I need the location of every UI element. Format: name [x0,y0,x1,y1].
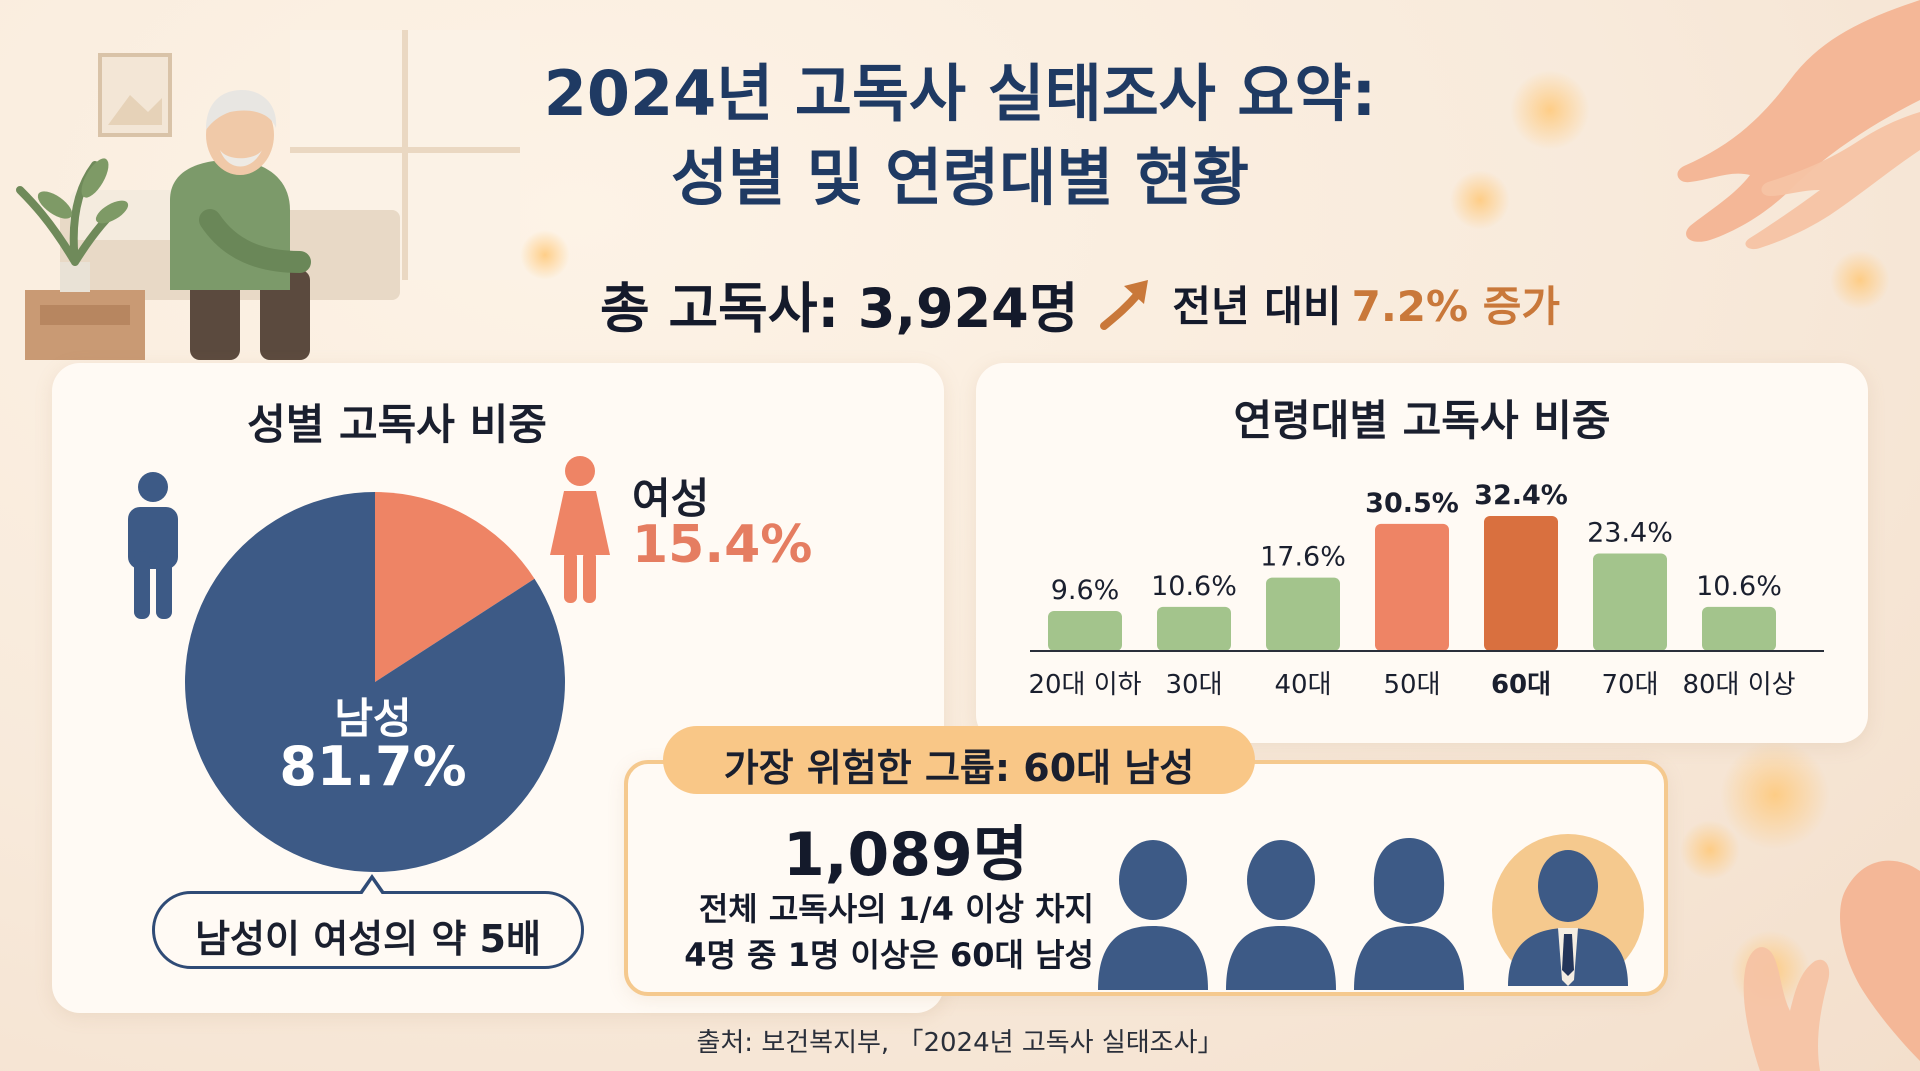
glow-dot [520,230,570,280]
bar-1 [1157,606,1231,651]
page-subtitle: 성별 및 연령대별 현황 [670,141,1250,214]
glow-dot [1680,820,1740,880]
trend-up-icon [1100,280,1149,330]
glow-dot [1830,250,1890,310]
yoy-value: 7.2% 증가 [1351,281,1560,331]
people-silhouettes [1098,834,1644,990]
age-bar-chart: 9.6% 20대 이하 10.6% 30대 17.6% 40대 30.5% 50대 32.4% 6… [1028,480,1824,700]
bar-6 [1702,606,1776,651]
glow-dot [1450,170,1510,230]
bar-category-label: 50대 [1383,670,1440,700]
gender-callout-text: 남성이 여성의 약 5배 [195,917,541,961]
glow-dot [1510,70,1590,150]
bar-5 [1593,553,1667,651]
hands-illustration [1677,0,1920,250]
risk-group-card: 1,089명 전체 고독사의 1/4 이상 차지 4명 중 1명 이상은 60대… [624,760,1668,996]
age-chart-title: 연령대별 고독사 비중 [1233,396,1611,445]
callout-tail-inner [361,880,383,896]
risk-group-badge: 가장 위험한 그룹: 60대 남성 [663,726,1255,794]
bar-value-label: 17.6% [1260,542,1346,573]
female-person-icon [550,456,610,603]
bar-category-label: 40대 [1274,670,1331,700]
bar-value-label: 10.6% [1696,571,1782,602]
bar-value-label: 32.4% [1474,480,1568,511]
pie-slice-male [185,492,566,872]
risk-description-2: 4명 중 1명 이상은 60대 남성 [684,936,1094,974]
bar-value-label: 30.5% [1365,488,1459,519]
highlighted-man-icon [1492,834,1644,986]
gender-pie-chart [185,492,566,872]
hands-illustration [1743,860,1920,1071]
bar-3 [1375,523,1449,651]
bar-category-label: 70대 [1601,670,1658,700]
total-summary: 총 고독사: 3,924명 전년 대비 7.2% 증가 [600,268,1560,340]
male-person-icon [128,472,178,619]
male-label: 남성 [334,694,412,743]
female-value: 15.4% [632,515,813,575]
risk-group-title: 가장 위험한 그룹: 60대 남성 [723,746,1195,790]
bar-value-label: 10.6% [1151,571,1237,602]
bar-value-label: 23.4% [1587,518,1673,549]
female-label: 여성 [632,474,710,523]
risk-description-1: 전체 고독사의 1/4 이상 차지 [698,890,1094,928]
age-card: 연령대별 고독사 비중 9.6% 20대 이하 10.6% 30대 17.6% 40대 30… [976,363,1868,743]
bar-value-label: 9.6% [1051,575,1120,606]
bar-category-label: 30대 [1165,670,1222,700]
total-count: 총 고독사: 3,924명 [600,276,1079,340]
person-silhouette-icon [1226,840,1336,990]
page-title: 2024년 고독사 실태조사 요약: [543,57,1377,130]
bar-category-label: 20대 이하 [1028,670,1141,700]
bar-4 [1484,516,1558,651]
male-value: 81.7% [279,735,467,798]
gender-callout: 남성이 여성의 약 5배 [152,891,584,969]
person-silhouette-icon [1354,838,1464,990]
bar-0 [1048,611,1122,651]
bar-2 [1266,577,1340,651]
glow-dot [1720,740,1830,850]
bar-category-label: 60대 [1491,670,1551,700]
bar-category-label: 80대 이상 [1682,670,1795,700]
person-silhouette-icon [1098,840,1208,990]
yoy-prefix: 전년 대비 [1172,281,1342,331]
risk-count: 1,089명 [783,820,1028,890]
pie-slice-female [375,492,535,682]
source-note: 출처: 보건복지부, 「2024년 고독사 실태조사」 [696,1028,1224,1058]
gender-chart-title: 성별 고독사 비중 [247,400,547,449]
elderly-man-illustration [16,30,520,360]
